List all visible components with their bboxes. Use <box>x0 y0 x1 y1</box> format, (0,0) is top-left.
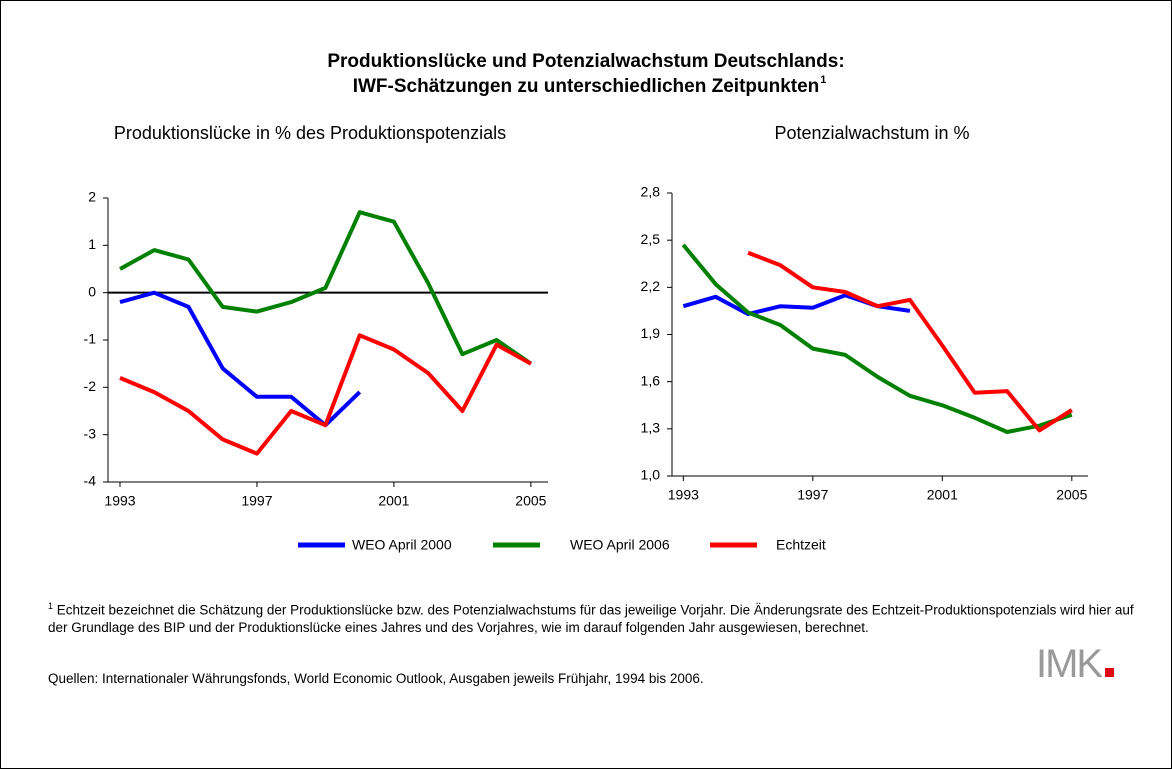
y-tick-label: 1 <box>88 236 96 252</box>
y-tick-label: 2,2 <box>641 278 661 294</box>
footnote-marker: 1 <box>48 601 54 611</box>
legend-label: Echtzeit <box>776 537 826 553</box>
series-line <box>681 243 1073 434</box>
series-line <box>119 290 362 428</box>
y-tick-label: -3 <box>84 425 97 441</box>
chart-title: Produktionslücke und Potenzialwachstum D… <box>327 51 844 72</box>
logo: IMK <box>1036 642 1115 687</box>
y-tick-label: 2,5 <box>641 231 661 247</box>
legend-label: WEO April 2006 <box>570 537 670 553</box>
subplot-title: Potenzialwachstum in % <box>774 123 969 143</box>
y-tick-label: 2,8 <box>641 184 661 200</box>
y-tick-label: 1,6 <box>641 372 661 388</box>
logo-dot <box>1105 668 1115 677</box>
x-tick-label: 2001 <box>378 493 409 509</box>
x-tick-label: 2005 <box>1056 487 1087 503</box>
x-tick-label: 1993 <box>668 487 699 503</box>
x-tick-label: 1997 <box>241 493 272 509</box>
y-tick-label: -1 <box>84 331 97 347</box>
y-tick-label: 2 <box>88 189 96 205</box>
x-tick-label: 1997 <box>797 487 828 503</box>
series-line <box>119 210 533 366</box>
y-tick-label: 1,0 <box>641 467 661 483</box>
y-tick-label: 0 <box>88 283 96 299</box>
source: Quellen: Internationaler Währungsfonds, … <box>48 671 704 686</box>
series-line <box>119 333 532 456</box>
footnote-text: Echtzeit bezeichnet die Schätzung der Pr… <box>48 602 1134 635</box>
footnote: 1 Echtzeit bezeichnet die Schätzung der … <box>48 598 1148 636</box>
title-marker: 1 <box>820 74 826 86</box>
logo-text: IMK <box>1036 642 1103 686</box>
legend-label: WEO April 2000 <box>352 537 452 553</box>
series-line <box>747 250 1073 433</box>
x-tick-label: 2001 <box>927 487 958 503</box>
x-tick-label: 2005 <box>515 493 546 509</box>
y-tick-label: -4 <box>84 473 97 489</box>
x-tick-label: 1993 <box>104 493 135 509</box>
y-tick-label: 1,9 <box>641 325 661 341</box>
subplot-title: Produktionslücke in % des Produktionspot… <box>114 123 506 143</box>
y-tick-label: 1,3 <box>641 420 661 436</box>
y-tick-label: -2 <box>84 378 97 394</box>
chart-title: IWF-Schätzungen zu unterschiedlichen Zei… <box>353 76 820 97</box>
